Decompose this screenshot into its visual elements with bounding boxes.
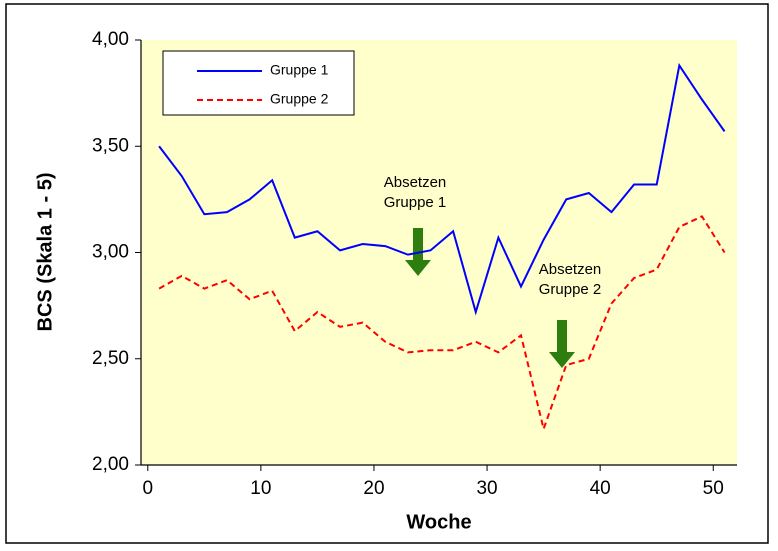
annotation: Absetzen (539, 261, 602, 278)
y-tick-label: 3,50 (92, 135, 129, 156)
y-axis-label: BCS (Skala 1 - 5) (34, 173, 56, 332)
x-tick-label: 10 (250, 478, 271, 499)
legend-label: Gruppe 1 (270, 62, 329, 78)
x-tick-label: 40 (590, 478, 611, 499)
series-line (158, 215, 726, 433)
y-tick-label: 2,50 (92, 348, 129, 369)
x-tick-label: 0 (142, 478, 153, 499)
y-tick-label: 4,00 (92, 29, 129, 50)
annotation: Gruppe 2 (539, 281, 602, 298)
y-tick-label: 3,00 (92, 242, 129, 263)
legend-label: Gruppe 2 (270, 91, 329, 107)
arrow (549, 320, 575, 368)
x-axis-label: Woche (406, 511, 471, 533)
legend-box (162, 50, 355, 116)
x-tick-label: 20 (363, 478, 384, 499)
x-tick-label: 50 (703, 478, 724, 499)
annotation: Gruppe 1 (384, 194, 447, 211)
y-tick-label: 2,00 (92, 454, 129, 475)
annotation: Absetzen (384, 174, 447, 191)
x-tick-label: 30 (476, 478, 497, 499)
series-line (158, 62, 726, 316)
